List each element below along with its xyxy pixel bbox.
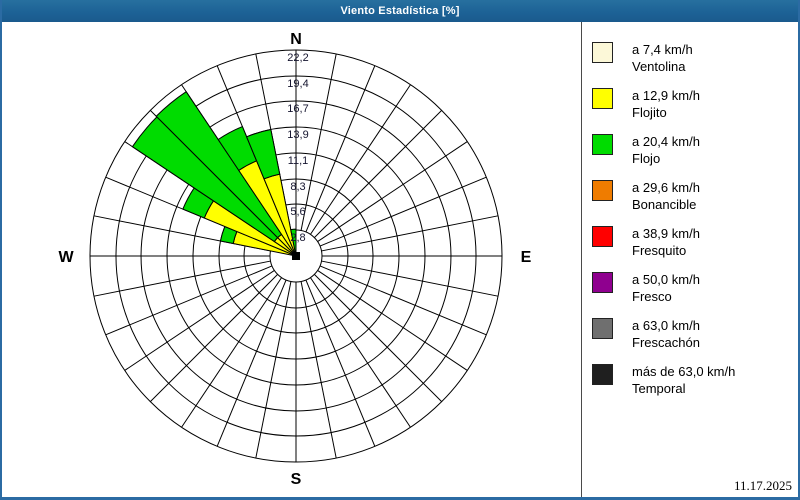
legend-entry: a 50,0 km/h Fresco [592, 271, 798, 317]
legend-swatch-fresquito [592, 226, 613, 247]
legend-entry: a 12,9 km/h Flojito [592, 87, 798, 133]
legend-speed: a 12,9 km/h [632, 88, 700, 103]
grid-spoke [105, 265, 273, 336]
legend-swatch-temporal [592, 364, 613, 385]
grid-spoke [255, 281, 292, 459]
ring-value-label: 19,4 [287, 78, 308, 90]
legend-entry: a 38,9 km/h Fresquito [592, 225, 798, 271]
legend-swatch-frescachon [592, 318, 613, 339]
grid-spoke [124, 270, 275, 371]
legend-swatch-flojo [592, 134, 613, 155]
grid-spoke [317, 270, 468, 371]
legend-entry: a 63,0 km/h Frescachón [592, 317, 798, 363]
legend-swatch-fresco [592, 272, 613, 293]
legend-class-name: Ventolina [632, 59, 686, 74]
grid-spoke [321, 215, 499, 252]
grid-spoke [305, 65, 376, 233]
legend-class-name: Flojo [632, 151, 661, 166]
grid-spoke [310, 277, 411, 428]
chart-area: 2,8 5,6 8,3 11,1 13,9 16,7 19,4 22,2 N S W E a 7,4 … [2, 22, 798, 497]
ring-value-label: 22,2 [287, 52, 308, 64]
legend-entry: a 7,4 km/h Ventolina [592, 41, 798, 87]
legend-swatch-ventolina [592, 42, 613, 63]
legend-class-name: Bonancible [632, 197, 697, 212]
windrose-petal-segment-flojo [245, 128, 281, 180]
legend-speed: más de 63,0 km/h [632, 364, 736, 379]
page-title: Viento Estadística [%] [340, 5, 460, 17]
legend-swatch-flojito [592, 88, 613, 109]
grid-spoke [314, 109, 443, 238]
legend-class-name: Temporal [632, 381, 686, 396]
legend-entry: más de 63,0 km/h Temporal [592, 363, 798, 409]
grid-spoke [314, 274, 443, 403]
compass-label: W [58, 249, 74, 266]
legend-panel: a 7,4 km/h Ventolina a 12,9 km/h Flojito a… [581, 22, 798, 497]
grid-spoke [319, 265, 487, 336]
wind-rose-chart: 2,8 5,6 8,3 11,1 13,9 16,7 19,4 22,2 N S W E [58, 31, 532, 488]
ring-value-label: 8,3 [290, 181, 305, 193]
legend-speed: a 50,0 km/h [632, 272, 700, 287]
grid-spoke [149, 274, 278, 403]
windrose-petal-segment-flojo [290, 228, 297, 257]
legend-speed: a 29,6 km/h [632, 180, 700, 195]
legend-speed: a 38,9 km/h [632, 226, 700, 241]
legend-class-name: Fresquito [632, 243, 687, 258]
compass-label: S [291, 471, 302, 488]
grid-spoke [300, 281, 337, 459]
ring-value-label: 5,6 [290, 206, 305, 218]
ring-value-label: 13,9 [287, 129, 308, 141]
grid-spoke [93, 260, 271, 297]
grid-spoke [216, 279, 287, 447]
grid-spoke [310, 84, 411, 235]
wind-rose-container: 2,8 5,6 8,3 11,1 13,9 16,7 19,4 22,2 N S W E [2, 22, 582, 497]
grid-spoke [305, 279, 376, 447]
compass-label: N [290, 31, 302, 48]
grid-spoke [300, 53, 337, 231]
legend-speed: a 7,4 km/h [632, 42, 693, 57]
grid-spoke [181, 277, 282, 428]
legend-class-name: Frescachón [632, 335, 700, 350]
title-bar: Viento Estadística [%] [2, 0, 798, 22]
legend-class-name: Flojito [632, 105, 667, 120]
grid-spoke [321, 260, 499, 297]
grid-spoke [317, 141, 468, 242]
legend-class-name: Fresco [632, 289, 672, 304]
legend-entry: a 29,6 km/h Bonancible [592, 179, 798, 225]
ring-value-label: 11,1 [288, 155, 309, 167]
ring-value-label: 16,7 [287, 103, 308, 115]
grid-spoke [319, 176, 487, 247]
date-label: 11.17.2025 [733, 478, 792, 493]
ring-value-label: 2,8 [290, 232, 305, 244]
compass-label: E [521, 249, 532, 266]
legend-speed: a 63,0 km/h [632, 318, 700, 333]
legend-swatch-bonancible [592, 180, 613, 201]
rose-center-marker [292, 252, 300, 260]
legend-speed: a 20,4 km/h [632, 134, 700, 149]
legend-entry: a 20,4 km/h Flojo [592, 133, 798, 179]
